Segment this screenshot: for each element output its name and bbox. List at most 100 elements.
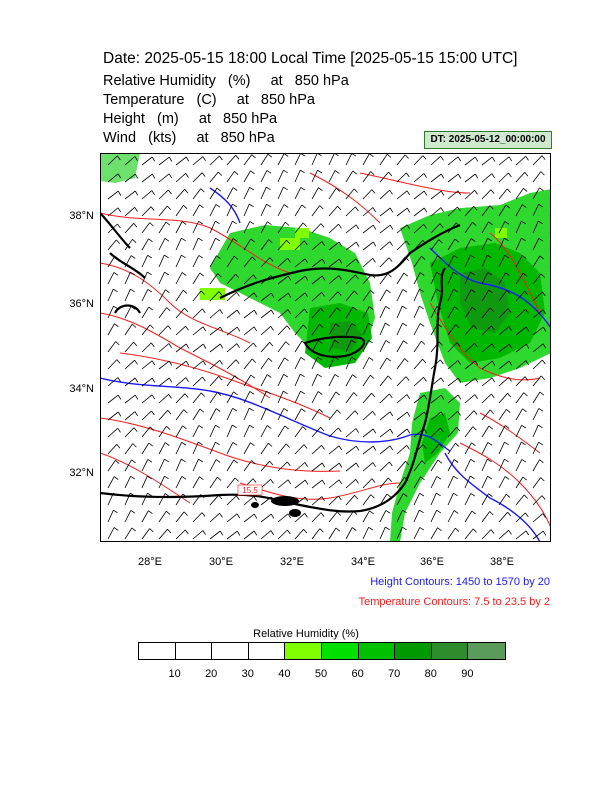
- wind-barb: [175, 458, 182, 472]
- wind-barb-flag: [283, 153, 289, 157]
- wind-barb: [515, 512, 526, 523]
- wind-barb: [141, 394, 153, 404]
- wind-barb: [328, 275, 340, 285]
- wind-barb: [141, 190, 153, 200]
- wind-barb: [243, 221, 251, 234]
- wind-barb-flag: [134, 207, 138, 212]
- wind-barb: [260, 342, 270, 353]
- wind-barb: [226, 442, 234, 455]
- wind-barb: [379, 306, 386, 319]
- wind-barb-flag: [437, 527, 442, 532]
- wind-barb: [141, 222, 151, 234]
- wind-barb-flag: [489, 205, 494, 210]
- wind-barb-flag: [201, 308, 206, 314]
- wind-barb: [209, 476, 218, 489]
- wind-barb-flag: [301, 340, 307, 345]
- wind-barb-flag: [508, 156, 513, 162]
- wind-barb: [430, 255, 438, 268]
- wind-barb: [413, 190, 425, 200]
- wind-barb-flag: [287, 479, 292, 485]
- wind-barb: [209, 171, 219, 183]
- wind-barb: [430, 288, 437, 302]
- wind-barb-flag: [419, 527, 425, 531]
- wind-barb-flag: [304, 275, 309, 281]
- wind-barb-flag: [148, 442, 154, 447]
- wind-barb: [464, 528, 474, 540]
- wind-barb-flag: [283, 408, 289, 412]
- wind-barb-flag: [334, 356, 339, 361]
- wind-barb: [175, 476, 183, 489]
- wind-barb-flag: [249, 203, 254, 208]
- wind-barb: [209, 459, 217, 472]
- wind-barb-flag: [457, 360, 461, 365]
- wind-barb-flag: [440, 190, 445, 196]
- wind-barb: [277, 292, 289, 302]
- wind-barb: [175, 156, 187, 166]
- wind-barb: [192, 308, 203, 319]
- wind-barb: [481, 360, 493, 370]
- wind-barb-flag: [150, 342, 155, 348]
- wind-barb: [209, 376, 219, 387]
- wind-barb-flag: [370, 494, 375, 499]
- wind-barb: [243, 326, 255, 336]
- wind-barb: [328, 527, 337, 540]
- wind-barb-flag: [406, 394, 410, 399]
- wind-barb-flag: [167, 325, 172, 330]
- wind-barb: [226, 477, 236, 489]
- wind-barb-flag: [542, 359, 546, 365]
- wind-barb: [345, 462, 357, 472]
- wind-barb: [447, 411, 458, 421]
- wind-barb: [226, 326, 238, 336]
- wind-barb-flag: [472, 528, 477, 533]
- wind-barb-flag: [232, 187, 238, 191]
- wind-barb: [532, 309, 544, 319]
- wind-barb-flag: [270, 275, 274, 280]
- wind-barb: [107, 288, 114, 302]
- wind-barb-flag: [337, 291, 342, 296]
- wind-barb: [107, 223, 118, 234]
- wind-barb-flag: [302, 426, 307, 431]
- wind-barb-flag: [202, 360, 207, 366]
- wind-barb: [277, 325, 288, 336]
- legend-label: 50: [314, 668, 328, 680]
- wind-barb-flag: [542, 343, 547, 349]
- wind-barb-flag: [436, 271, 442, 276]
- wind-barb: [328, 187, 337, 200]
- wind-barb: [311, 153, 318, 166]
- wind-barb-flag: [336, 409, 341, 414]
- wind-barb-flag: [355, 445, 360, 451]
- wind-barb-flag: [524, 172, 529, 177]
- wind-barb-flag: [457, 190, 462, 196]
- wind-barb-flag: [491, 360, 496, 366]
- wind-barb-flag: [404, 256, 409, 261]
- wind-barb-flag: [521, 424, 527, 429]
- wind-barb-flag: [489, 409, 494, 414]
- wind-barb: [141, 271, 148, 285]
- wind-barb: [226, 291, 237, 302]
- wind-barb-flag: [403, 272, 409, 277]
- wind-barb: [226, 391, 234, 404]
- wind-barb-flag: [217, 476, 222, 481]
- wind-barb: [396, 240, 407, 251]
- wind-barb-flag: [217, 273, 222, 278]
- height-contour-note: Height Contours: 1450 to 1570 by 20: [370, 576, 550, 588]
- wind-barb: [464, 394, 476, 404]
- wind-barb-flag: [335, 527, 341, 532]
- wind-barb: [396, 527, 403, 540]
- wind-barb-flag: [181, 221, 187, 225]
- wind-barb-flag: [113, 288, 118, 293]
- wind-barb: [379, 257, 390, 268]
- wind-barb: [243, 309, 255, 319]
- wind-barb-flag: [404, 358, 409, 363]
- wind-barb-flag: [116, 155, 121, 161]
- wind-barb: [260, 408, 267, 421]
- map-svg: 15.5: [100, 153, 551, 542]
- wind-barb: [464, 272, 471, 285]
- wind-barb-flag: [200, 290, 205, 295]
- wind-barb-flag: [488, 425, 494, 430]
- wind-barb: [277, 309, 289, 319]
- wind-barb: [362, 171, 372, 183]
- wind-barb: [362, 411, 373, 421]
- wind-barb-flag: [253, 530, 258, 536]
- wind-barb-flag: [300, 169, 305, 174]
